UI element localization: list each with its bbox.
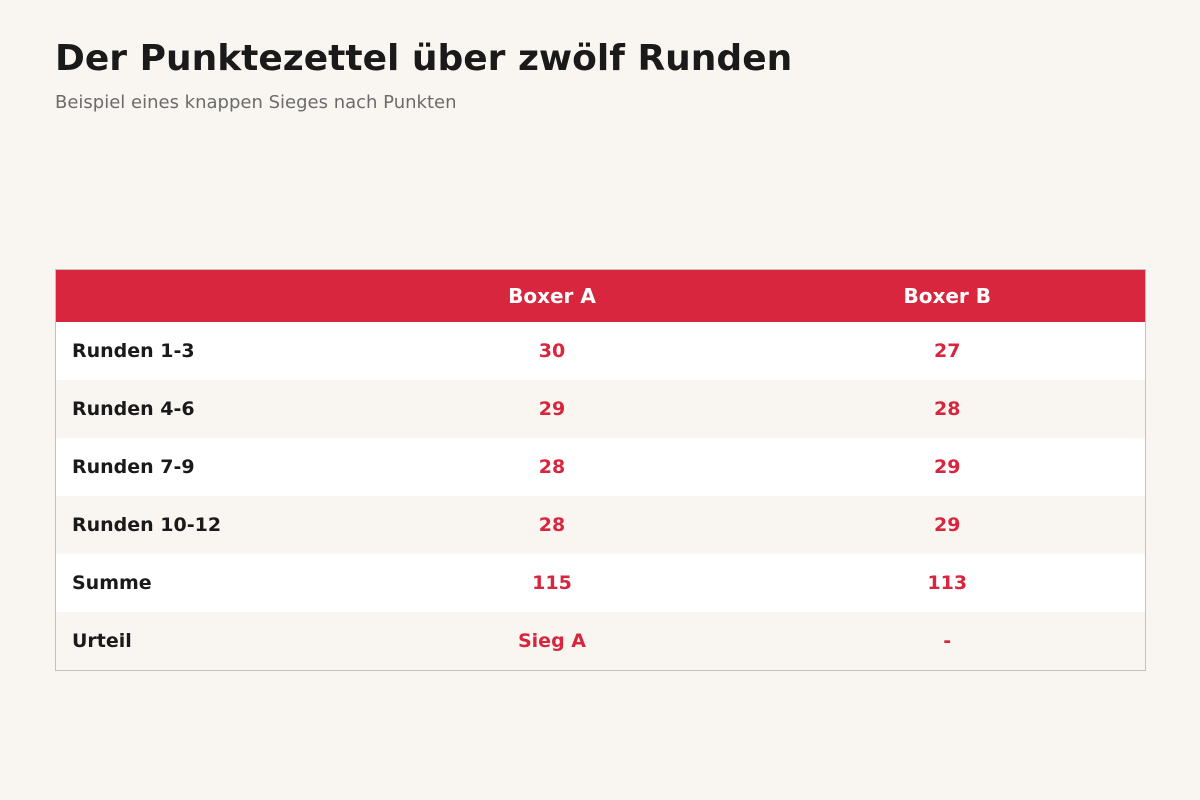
table-header-row: Boxer A Boxer B [55,269,1146,322]
page-title: Der Punktezettel über zwölf Runden [55,38,793,79]
table-row: Summe 115 113 [55,554,1146,612]
row-label: Runden 4-6 [55,380,355,438]
row-label-total: Summe [55,554,355,612]
header-corner [55,269,355,322]
table-row: Runden 4-6 29 28 [55,380,1146,438]
row-label: Runden 10-12 [55,496,355,554]
score-boxer-a: 28 [354,438,750,496]
table-row: Runden 1-3 30 27 [55,322,1146,380]
total-boxer-b: 113 [749,554,1146,612]
score-boxer-a: 29 [354,380,750,438]
score-boxer-a: 28 [354,496,750,554]
score-boxer-b: 27 [749,322,1146,380]
row-label: Runden 7-9 [55,438,355,496]
scorecard-table: Boxer A Boxer B Runden 1-3 30 27 Runden … [55,269,1146,671]
row-label-verdict: Urteil [55,612,355,671]
table-row: Runden 7-9 28 29 [55,438,1146,496]
header-boxer-b: Boxer B [749,269,1146,322]
score-boxer-a: 30 [354,322,750,380]
verdict-boxer-b: - [749,612,1146,671]
score-boxer-b: 29 [749,496,1146,554]
verdict-boxer-a: Sieg A [354,612,750,671]
table-row: Urteil Sieg A - [55,612,1146,671]
total-boxer-a: 115 [354,554,750,612]
table-row: Runden 10-12 28 29 [55,496,1146,554]
score-boxer-b: 28 [749,380,1146,438]
score-boxer-b: 29 [749,438,1146,496]
header-boxer-a: Boxer A [354,269,750,322]
page-subtitle: Beispiel eines knappen Sieges nach Punkt… [55,92,457,113]
row-label: Runden 1-3 [55,322,355,380]
